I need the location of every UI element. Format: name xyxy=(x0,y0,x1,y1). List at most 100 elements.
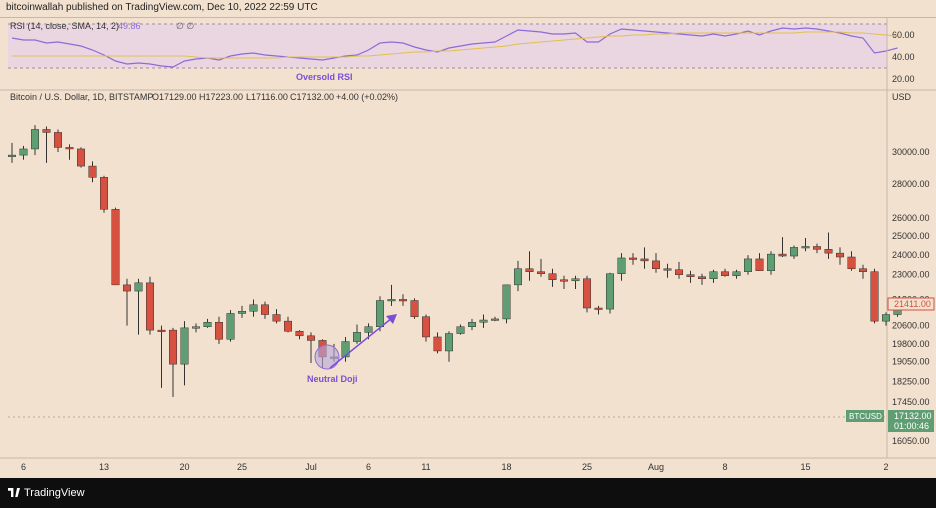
candle-body xyxy=(675,269,683,275)
candle-body xyxy=(514,268,522,286)
candle-body xyxy=(100,177,108,210)
x-tick-label: 18 xyxy=(501,462,511,472)
candle-body xyxy=(882,314,890,322)
candle-body xyxy=(767,253,775,271)
candle-body xyxy=(272,314,281,322)
rsi-band xyxy=(8,24,887,68)
y-tick-label: 20600.00 xyxy=(892,321,930,331)
candle-body xyxy=(169,329,177,365)
x-tick-label: 25 xyxy=(237,462,247,472)
rsi-tick: 40.00 xyxy=(892,52,915,62)
candle-body xyxy=(813,246,821,250)
candle-body xyxy=(790,247,798,257)
candle-body xyxy=(422,316,430,338)
rsi-tick: 20.00 xyxy=(892,74,915,84)
tradingview-logo-icon xyxy=(8,488,20,497)
publish-header: bitcoinwallah published on TradingView.c… xyxy=(0,0,936,18)
rsi-line xyxy=(11,27,898,68)
candle-body xyxy=(606,273,614,310)
candle-body xyxy=(732,271,741,276)
x-tick-label: Aug xyxy=(648,462,664,472)
ohlc-change: +4.00 (+0.02%) xyxy=(336,92,398,102)
rsi-extra: ∅ ∅ xyxy=(176,21,194,31)
rsi-value: 49.86 xyxy=(118,21,141,31)
y-tick-label: 25000.00 xyxy=(892,231,930,241)
current-price-box xyxy=(888,410,934,432)
candle-body xyxy=(19,148,28,156)
x-tick-label: 6 xyxy=(21,462,26,472)
candle-body xyxy=(836,252,844,258)
x-tick-label: 15 xyxy=(800,462,810,472)
candle-body xyxy=(571,278,580,282)
candle-body xyxy=(479,319,488,323)
candle-body xyxy=(134,282,143,292)
candle-body xyxy=(376,300,384,327)
y-tick-label: 26000.00 xyxy=(892,213,930,223)
symbol-tag xyxy=(846,410,884,422)
publish-text: bitcoinwallah published on TradingView.c… xyxy=(6,2,318,13)
candle-body xyxy=(31,129,39,150)
y-tick-label: 19050.00 xyxy=(892,357,930,367)
candle-body xyxy=(215,322,223,340)
candle-body xyxy=(146,282,154,331)
candle-body xyxy=(111,209,120,286)
candle-body xyxy=(560,279,568,282)
x-tick-label: Jul xyxy=(305,462,317,472)
candle-body xyxy=(870,271,879,322)
candle-body xyxy=(88,165,97,178)
x-tick-label: 8 xyxy=(722,462,727,472)
candle-body xyxy=(364,326,373,333)
candle-body xyxy=(284,320,292,332)
y-tick-label: 30000.00 xyxy=(892,147,930,157)
candle-body xyxy=(686,274,695,277)
y-tick-label: 17450.00 xyxy=(892,397,930,407)
y-tick-label: 19800.00 xyxy=(892,339,930,349)
footer-bar: TradingView xyxy=(0,478,936,508)
candle-body xyxy=(238,311,246,314)
candle-body xyxy=(640,258,649,262)
doji-highlight-circle xyxy=(314,344,340,370)
x-tick-label: 13 xyxy=(99,462,109,472)
candle-body xyxy=(755,258,764,271)
candle-body xyxy=(387,299,396,302)
tradingview-logo-text: TradingView xyxy=(24,487,85,499)
candle-body xyxy=(801,246,810,249)
candle-body xyxy=(652,260,660,269)
candle-body xyxy=(744,258,752,272)
candle-body xyxy=(594,307,603,310)
y-tick-label: 18250.00 xyxy=(892,377,930,387)
candle-body xyxy=(42,129,51,133)
rsi-ma-line xyxy=(12,31,898,59)
candle-body xyxy=(583,278,591,309)
candle-body xyxy=(847,256,856,269)
candle-body xyxy=(617,257,626,274)
candle-body xyxy=(824,249,833,254)
ohlc-low: L17116.00 xyxy=(246,92,288,102)
candle-body xyxy=(709,271,718,280)
candle-body xyxy=(261,304,269,315)
candle-body xyxy=(77,148,85,167)
trend-arrow xyxy=(329,317,393,369)
candle-body xyxy=(65,147,74,150)
candle-body xyxy=(192,326,200,329)
trend-arrow-head xyxy=(386,314,397,324)
candle-body xyxy=(295,330,304,337)
candle-body xyxy=(456,326,465,334)
chart-canvas[interactable]: RSI (14, close, SMA, 14, 2) 49.86 ∅ ∅ Ov… xyxy=(0,18,936,478)
candle-body xyxy=(778,253,787,257)
candle-body xyxy=(226,313,235,340)
candle-body xyxy=(341,341,350,358)
candle-body xyxy=(629,257,637,260)
candle-body xyxy=(698,276,706,280)
candle-body xyxy=(249,304,258,312)
ohlc-close: C17132.00 xyxy=(290,92,334,102)
x-tick-label: 11 xyxy=(421,462,430,472)
candle-body xyxy=(525,268,534,272)
ohlc-open: O17129.00 xyxy=(152,92,197,102)
candle-body xyxy=(468,322,476,327)
currency-label: USD xyxy=(892,92,912,102)
candle-body xyxy=(548,273,557,281)
oversold-rsi-label: Oversold RSI xyxy=(296,72,353,82)
candle-body xyxy=(180,327,189,365)
tradingview-logo[interactable]: TradingView xyxy=(8,487,85,499)
